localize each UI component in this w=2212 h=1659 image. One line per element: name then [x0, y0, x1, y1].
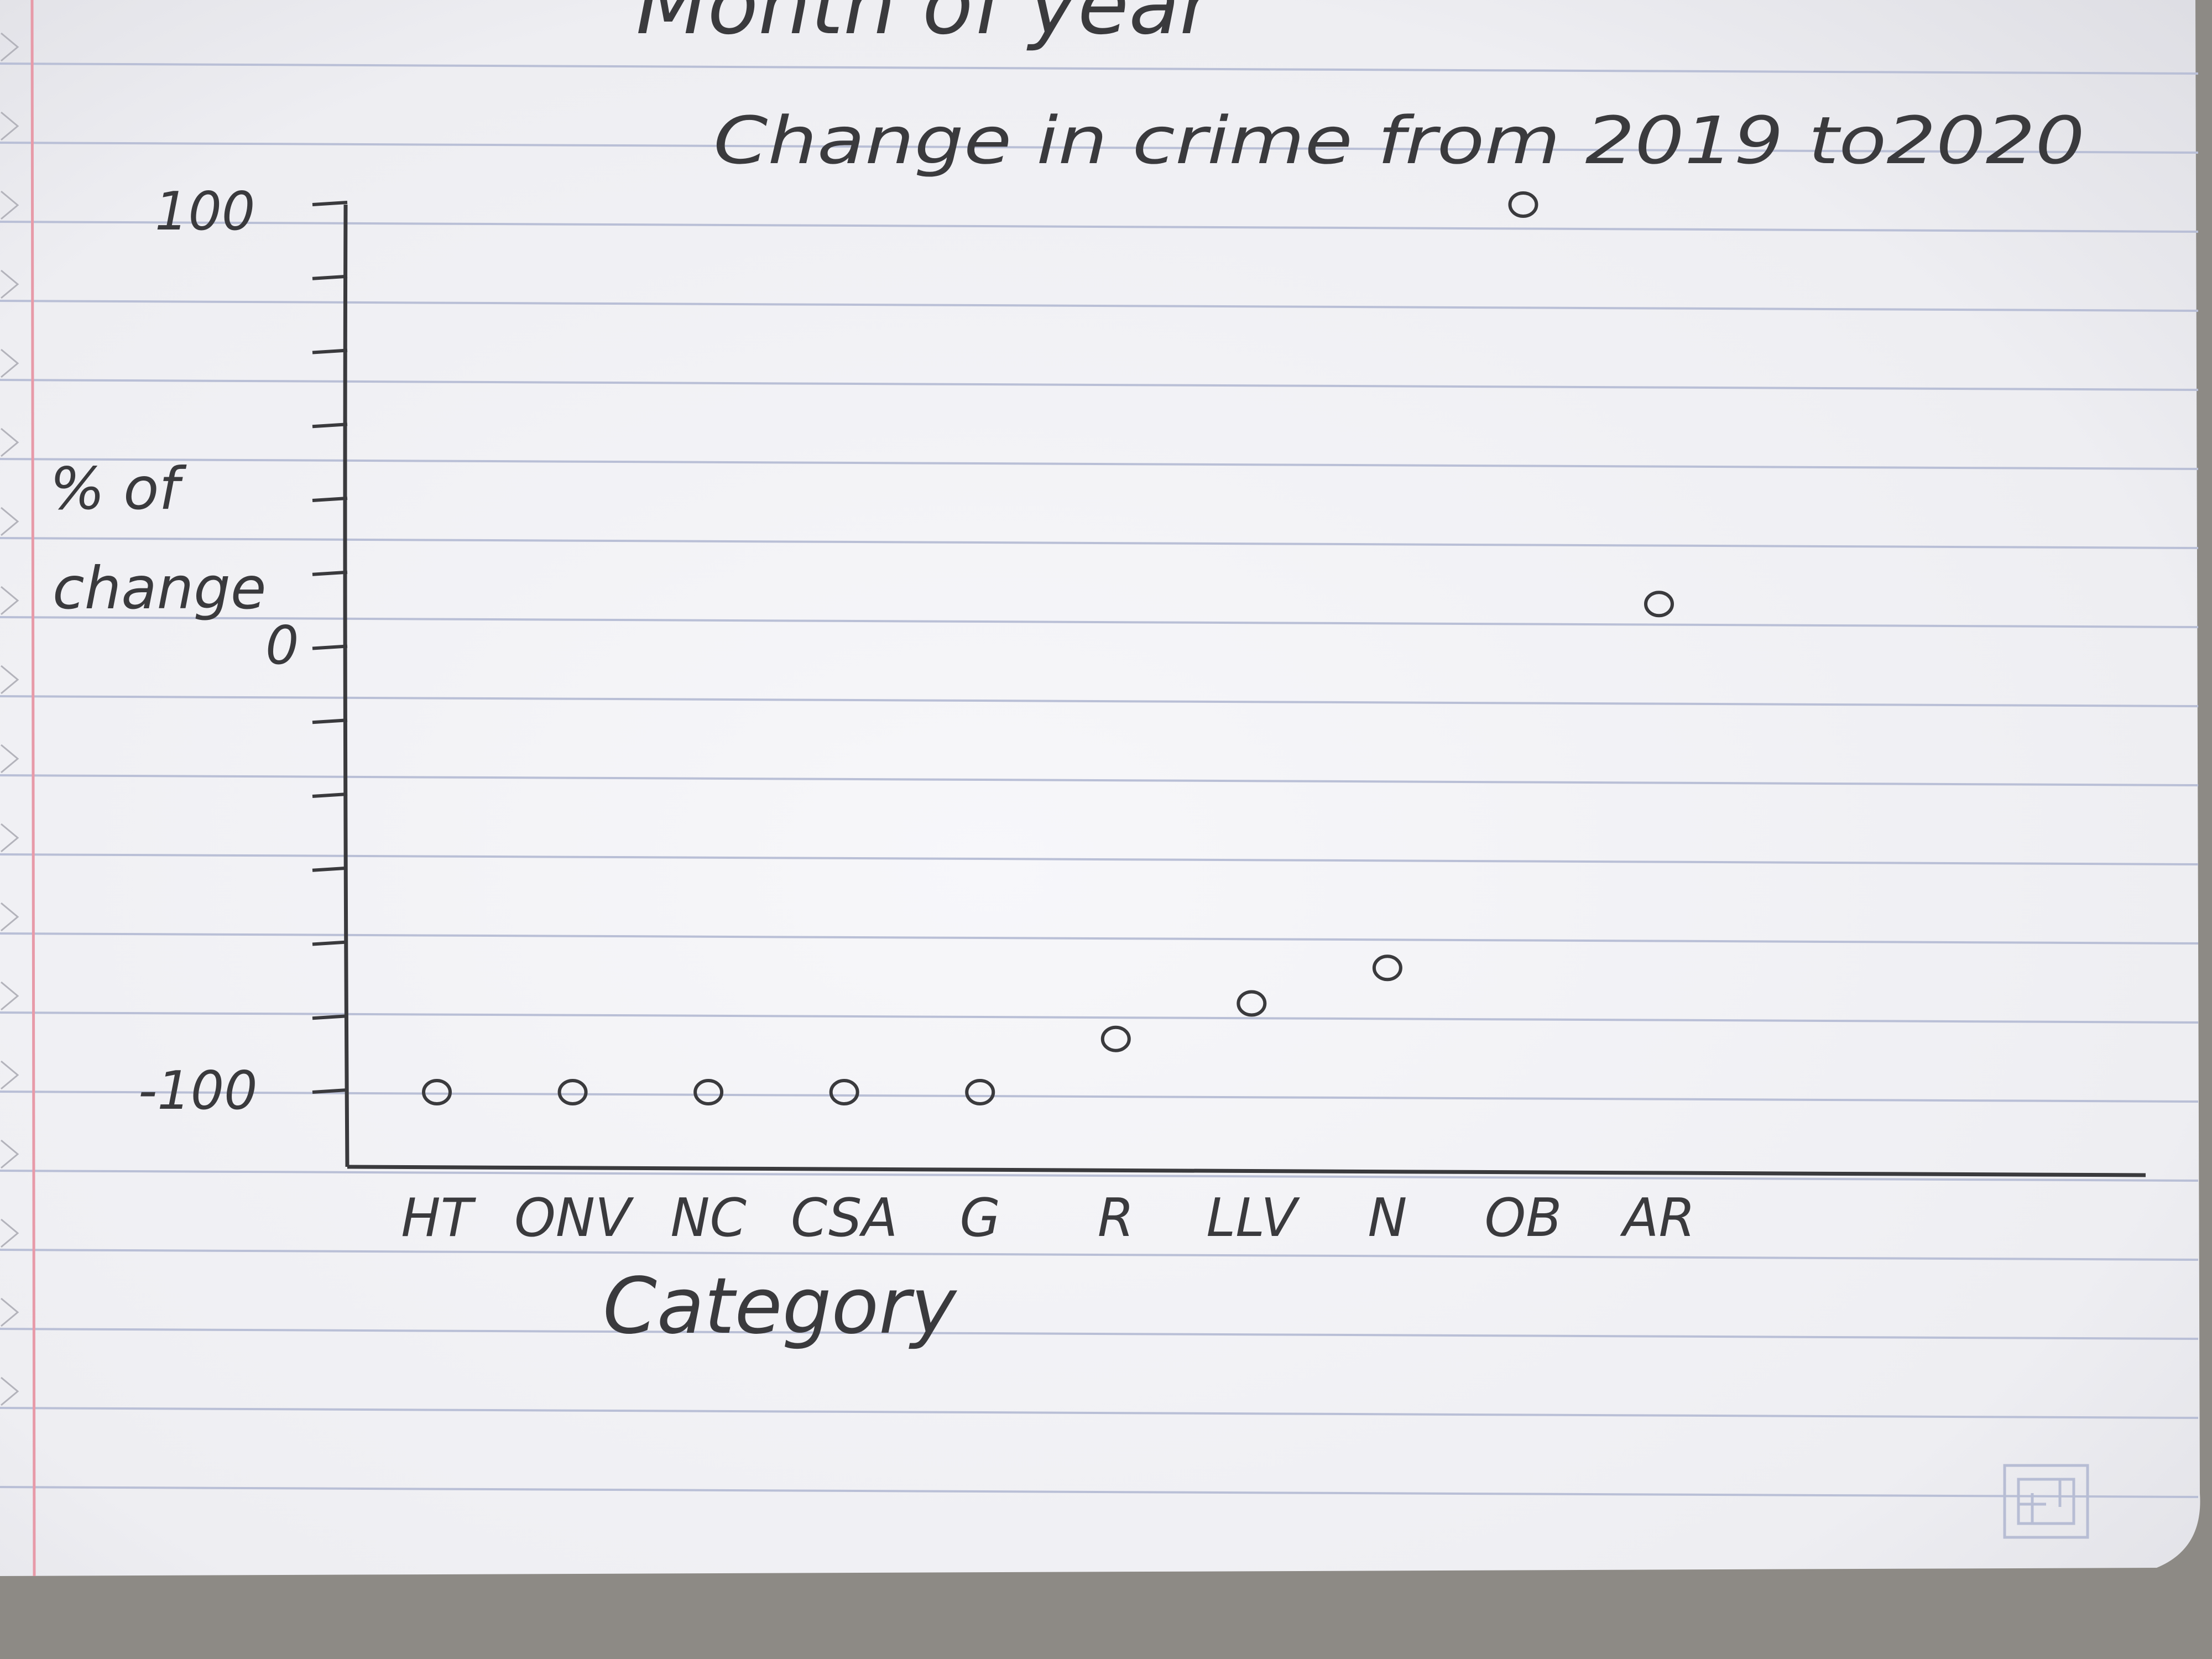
data-point: [1508, 191, 1538, 218]
data-point: [965, 1079, 995, 1105]
binding-chevron: [1, 111, 19, 141]
y-tick: [312, 644, 348, 650]
binding-chevron: [1, 823, 19, 853]
x-tick-label: R: [1098, 1188, 1134, 1249]
y-tick-label-0: 0: [265, 615, 299, 676]
y-tick: [312, 792, 348, 798]
chart-title: Change in crime from 2019 to2020: [713, 102, 2085, 179]
ruled-line: [0, 1170, 2199, 1182]
y-axis-label-line1: % of: [50, 455, 187, 523]
x-tick-label: OB: [1484, 1188, 1562, 1249]
data-point: [1644, 591, 1674, 618]
binding-chevron: [1, 427, 19, 457]
binding-chevron: [1, 665, 19, 695]
x-tick-label: ONV: [514, 1188, 634, 1249]
x-axis: [347, 1165, 2146, 1177]
x-tick-label: NC: [670, 1188, 747, 1249]
binding-chevron: [1, 1139, 19, 1169]
ruled-line: [0, 1328, 2199, 1340]
binding-chevron: [1, 902, 19, 932]
x-tick-label: HT: [401, 1188, 476, 1249]
data-point: [1372, 954, 1402, 982]
y-tick: [312, 201, 348, 206]
y-tick: [312, 866, 348, 872]
binding-marks: [1, 32, 19, 1406]
x-tick-label: N: [1368, 1188, 1407, 1249]
data-point: [557, 1079, 588, 1105]
ruled-line: [0, 1407, 2199, 1419]
y-tick-label-minus-100: -100: [138, 1061, 258, 1121]
binding-chevron: [1, 1297, 19, 1327]
y-tick: [312, 422, 348, 429]
data-point: [1237, 990, 1267, 1017]
y-tick: [312, 940, 348, 946]
binding-chevron: [1, 1218, 19, 1248]
binding-chevron: [1, 269, 19, 299]
data-point: [829, 1079, 859, 1105]
binding-chevron: [1, 348, 19, 378]
data-point: [1100, 1025, 1131, 1052]
notebook-paper: [0, 0, 2200, 1576]
binding-chevron: [1, 507, 19, 536]
y-tick: [312, 570, 348, 576]
y-tick: [312, 348, 348, 354]
data-point: [422, 1079, 452, 1105]
y-tick: [312, 274, 348, 280]
x-tick-label: LLV: [1206, 1188, 1300, 1249]
ruled-line: [0, 1249, 2199, 1261]
binding-chevron: [1, 586, 19, 615]
binding-chevron: [1, 32, 19, 62]
x-axis-label: Category: [603, 1261, 958, 1352]
ruled-line: [0, 142, 2199, 154]
x-tick-label: G: [959, 1188, 1000, 1249]
y-tick: [312, 1014, 348, 1020]
ruled-line: [0, 1486, 2199, 1498]
y-tick: [312, 718, 348, 724]
data-points: [422, 191, 1674, 1105]
ruled-line: [0, 62, 2199, 75]
x-tick-label: CSA: [791, 1188, 898, 1249]
binding-chevron: [1, 1060, 19, 1090]
binding-chevron: [1, 744, 19, 774]
data-point: [693, 1079, 724, 1105]
y-ticks: [312, 201, 348, 1094]
y-tick-label-100: 100: [155, 181, 255, 242]
binding-chevron: [1, 1376, 19, 1406]
margin-line: [30, 0, 36, 1577]
y-tick: [312, 1088, 348, 1094]
logo-stamp: [2003, 1464, 2089, 1539]
top-heading-fragment: Month of year: [636, 0, 1218, 53]
x-tick-label: AR: [1620, 1188, 1695, 1249]
x-tick-labels: HT ONV NC CSA G R LLV N OB AR: [401, 1188, 1695, 1249]
y-tick: [312, 497, 348, 502]
binding-chevron: [1, 981, 19, 1011]
binding-chevron: [1, 190, 19, 220]
y-axis-label-line2: change: [53, 555, 266, 622]
